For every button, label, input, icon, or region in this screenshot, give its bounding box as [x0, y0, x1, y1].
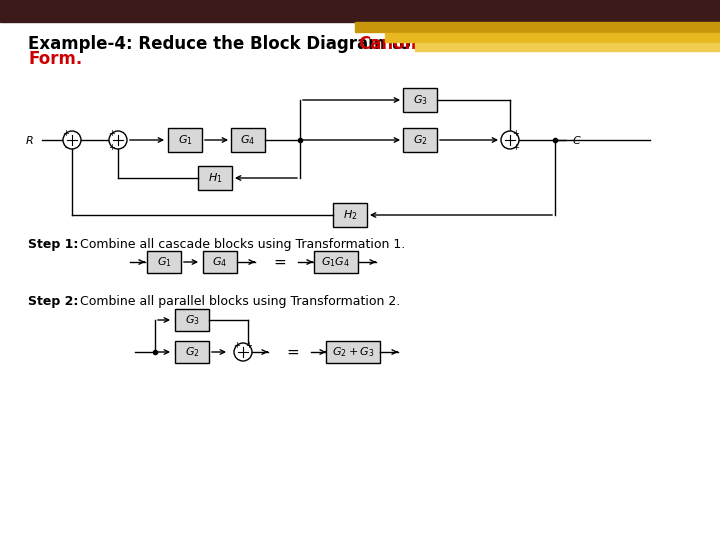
Text: +: +	[233, 341, 240, 350]
Text: $G_1$: $G_1$	[178, 133, 192, 147]
Text: $H_2$: $H_2$	[343, 208, 357, 222]
Text: +: +	[513, 143, 519, 152]
Text: Canonical: Canonical	[358, 35, 449, 53]
Bar	[147, 251, 181, 273]
Bar	[0, 0, 720, 22]
Text: $G_1$: $G_1$	[156, 255, 171, 269]
Text: $G_4$: $G_4$	[240, 133, 256, 147]
Text: +: +	[109, 130, 115, 138]
Circle shape	[109, 131, 127, 149]
Text: $H_1$: $H_1$	[207, 171, 222, 185]
Text: Step 2:: Step 2:	[28, 295, 78, 308]
Circle shape	[234, 343, 252, 361]
Text: $G_2$: $G_2$	[184, 345, 199, 359]
Bar	[175, 341, 209, 363]
Bar	[403, 128, 437, 152]
Text: Combine all parallel blocks using Transformation 2.: Combine all parallel blocks using Transf…	[80, 295, 400, 308]
Bar	[403, 88, 437, 112]
Bar	[333, 203, 367, 227]
Text: Combine all cascade blocks using Transformation 1.: Combine all cascade blocks using Transfo…	[80, 238, 405, 251]
Bar	[168, 128, 202, 152]
Text: +: +	[63, 130, 69, 138]
Bar	[314, 251, 358, 273]
Text: $G_4$: $G_4$	[212, 255, 228, 269]
Bar	[415, 43, 720, 51]
Text: $G_2+G_3$: $G_2+G_3$	[332, 345, 374, 359]
Text: $G_3$: $G_3$	[413, 93, 428, 107]
Text: =: =	[287, 345, 300, 360]
Bar	[198, 166, 232, 190]
Bar	[355, 22, 720, 32]
Bar	[203, 251, 237, 273]
Text: +: +	[513, 130, 519, 138]
Text: +: +	[109, 143, 115, 152]
Circle shape	[501, 131, 519, 149]
Text: Step 1:: Step 1:	[28, 238, 78, 251]
Text: =: =	[274, 254, 287, 269]
Bar	[231, 128, 265, 152]
Circle shape	[63, 131, 81, 149]
Text: -: -	[64, 142, 68, 152]
Text: $G_1G_4$: $G_1G_4$	[321, 255, 351, 269]
Text: +: +	[246, 341, 253, 350]
Text: $G_2$: $G_2$	[413, 133, 428, 147]
Bar	[326, 341, 380, 363]
Text: Example-4: Reduce the Block Diagram to: Example-4: Reduce the Block Diagram to	[28, 35, 416, 53]
Bar	[385, 33, 720, 42]
Text: $C$: $C$	[572, 134, 582, 146]
Text: Form.: Form.	[28, 50, 82, 68]
Text: $G_3$: $G_3$	[184, 313, 199, 327]
Bar	[175, 309, 209, 331]
Text: $R$: $R$	[25, 134, 34, 146]
